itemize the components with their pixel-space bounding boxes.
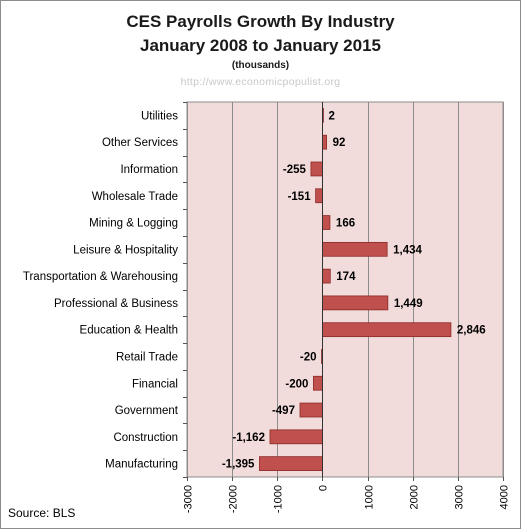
bar: [322, 295, 389, 311]
bar: [269, 429, 323, 445]
value-label: -255: [283, 164, 307, 176]
watermark-url: http://www.economicpopulist.org: [180, 76, 341, 88]
category-label: Wholesale Trade: [92, 191, 178, 203]
chart-title: CES Payrolls Growth By Industry: [126, 12, 395, 31]
value-label: 92: [333, 137, 346, 149]
category-label: Construction: [113, 432, 178, 444]
category-label: Leisure & Hospitality: [73, 244, 178, 256]
category-label: Mining & Logging: [89, 218, 178, 230]
category-label: Government: [115, 405, 179, 417]
bar: [299, 402, 323, 418]
bar: [322, 241, 388, 257]
bar: [259, 456, 323, 471]
bar: [322, 268, 331, 284]
category-label: Other Services: [102, 137, 178, 149]
chart-subtitle-units: (thousands): [231, 60, 290, 71]
bars: [259, 108, 452, 471]
value-label: -200: [285, 378, 308, 390]
x-tick-label: 4000: [499, 485, 511, 509]
plot-area: [186, 101, 504, 478]
category-label: Professional & Business: [54, 298, 178, 310]
category-label: Retail Trade: [116, 351, 178, 363]
gridlines: [187, 102, 504, 477]
category-label: Education & Health: [80, 325, 178, 337]
bar: [312, 375, 323, 391]
value-label: 1,434: [393, 244, 422, 256]
labels: -3000 -2000 -1000 0 1000 2000 3000 4000 Utilitie…: [23, 110, 511, 513]
x-tick-label: -3000: [183, 485, 195, 513]
source-note: Source: BLS: [8, 506, 76, 520]
bar: [322, 322, 452, 338]
bar: [310, 161, 323, 177]
x-tick-label: -1000: [273, 485, 285, 513]
chart-title-period: January 2008 to January 2015: [140, 36, 381, 55]
bar: [322, 215, 331, 230]
x-tick-label: 3000: [454, 485, 466, 509]
value-label: 1,449: [394, 298, 423, 310]
category-label: Information: [120, 164, 178, 176]
value-label: 166: [336, 218, 355, 230]
x-tick-label: -2000: [228, 485, 240, 513]
value-label: -151: [288, 191, 312, 203]
value-label: -20: [300, 351, 317, 363]
value-label: -1,162: [232, 432, 265, 444]
bar: [315, 188, 323, 204]
x-tick-label: 2000: [409, 485, 421, 509]
axes: [183, 102, 504, 481]
category-label: Financial: [132, 378, 178, 390]
value-label: 2: [329, 110, 335, 122]
bar: [322, 134, 327, 150]
value-label: -497: [272, 405, 295, 417]
category-label: Transportation & Warehousing: [23, 271, 178, 283]
value-label: 2,846: [457, 325, 486, 337]
x-tick-label: 0: [318, 485, 330, 491]
category-label: Utilities: [141, 110, 178, 122]
value-label: -1,395: [222, 459, 255, 471]
value-label: 174: [336, 271, 356, 283]
category-label: Manufacturing: [105, 459, 178, 471]
x-tick-label: 1000: [364, 485, 376, 509]
